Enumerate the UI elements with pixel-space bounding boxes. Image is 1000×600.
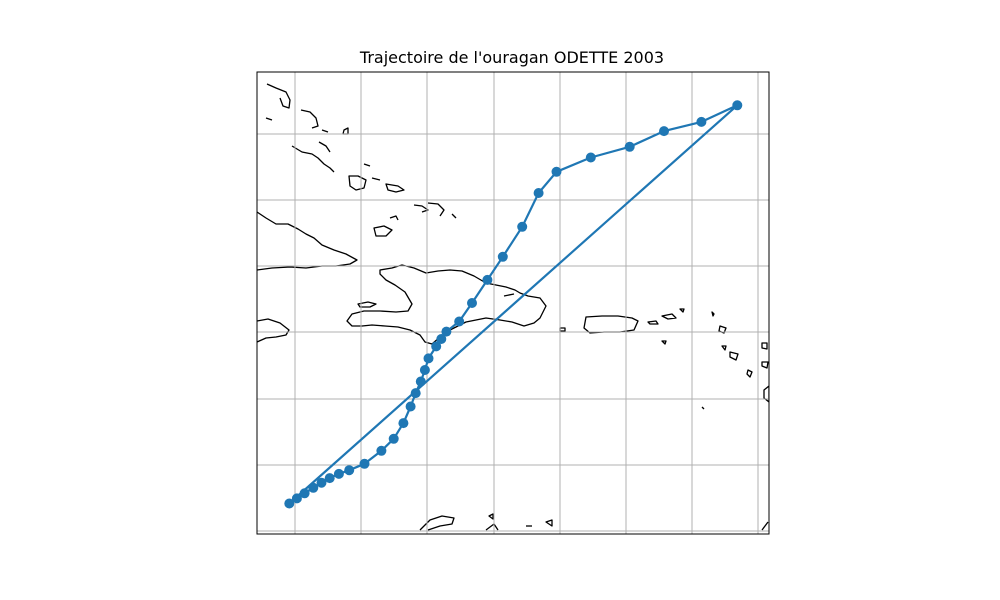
track-point [284, 498, 295, 509]
track-point [359, 458, 370, 469]
bahamas-5 [342, 127, 349, 135]
jamaica-coast [257, 318, 290, 343]
track-point [441, 326, 452, 337]
track-point [551, 166, 562, 177]
track-point [624, 141, 635, 152]
bahamas-2 [265, 117, 273, 121]
lesser-antilles-5 [746, 369, 753, 378]
bahamas-8 [363, 163, 371, 167]
small-island-b [661, 340, 667, 345]
track-point [467, 298, 477, 308]
track-point [344, 465, 355, 476]
track-point [497, 251, 508, 262]
turks-caicos-3 [451, 213, 457, 219]
track-point [291, 493, 302, 504]
track-point [659, 126, 669, 137]
bahamas-6 [291, 145, 335, 173]
track-point [419, 365, 430, 375]
trinidad-coast [761, 521, 769, 531]
gonave-coast [357, 301, 377, 308]
turks-caicos-2 [427, 202, 445, 217]
bahamas-4 [321, 129, 329, 133]
cuba-coast [257, 211, 358, 271]
track-point [732, 100, 743, 111]
track-point [388, 433, 399, 444]
track-point [410, 388, 421, 399]
track-point [517, 221, 528, 232]
puerto-rico-coast [583, 315, 639, 334]
lesser-antilles-3 [721, 345, 727, 351]
track-point [316, 477, 327, 488]
vieques-coast [647, 320, 659, 325]
bahamas-3 [300, 109, 319, 129]
bahamas-10 [371, 177, 381, 181]
bahamas-9 [348, 175, 367, 191]
track-point [585, 152, 596, 163]
cuba-tip-islet [503, 293, 515, 297]
bonaire-coast [488, 513, 494, 520]
track-point [431, 341, 442, 352]
turks-caicos-1 [413, 204, 429, 213]
figure-title: Trajectoire de l'ouragan ODETTE 2003 [359, 48, 664, 67]
lesser-antilles-1 [711, 311, 715, 317]
bahamas-11 [385, 183, 405, 193]
hispaniola-coast [346, 264, 547, 345]
track-line [288, 104, 739, 505]
track-point [454, 316, 465, 327]
bahamas-7 [318, 141, 331, 153]
bahamas-1 [266, 83, 291, 109]
map-frame [256, 71, 770, 535]
track-point [423, 353, 434, 364]
lesser-antilles-6 [761, 342, 768, 350]
coastlines [257, 83, 769, 531]
map-area [257, 72, 769, 534]
lesser-antilles-2 [718, 325, 727, 334]
lesser-antilles-8 [763, 385, 769, 403]
track-point [533, 188, 544, 198]
track-point [696, 116, 707, 127]
inagua [373, 225, 393, 237]
lesser-antilles-9 [701, 406, 705, 410]
track-point [436, 334, 447, 344]
track-point [308, 482, 319, 493]
lesser-antilles-7 [761, 361, 769, 369]
curacao-coast [485, 523, 499, 531]
hurricane-track [284, 100, 743, 509]
virgin-islands-coast [661, 308, 685, 320]
lesser-antilles-4 [729, 351, 739, 361]
track-point [398, 418, 409, 429]
track-point [415, 376, 426, 387]
track-point [299, 488, 310, 499]
aruba-coast [419, 515, 455, 531]
track-point [324, 473, 335, 484]
islet-coast-2 [545, 519, 553, 527]
track-point [405, 401, 416, 412]
track-point [376, 445, 387, 456]
turks-caicos-4 [389, 215, 399, 221]
small-island-a [559, 327, 566, 332]
track-point [333, 468, 344, 479]
track-point [482, 274, 493, 285]
